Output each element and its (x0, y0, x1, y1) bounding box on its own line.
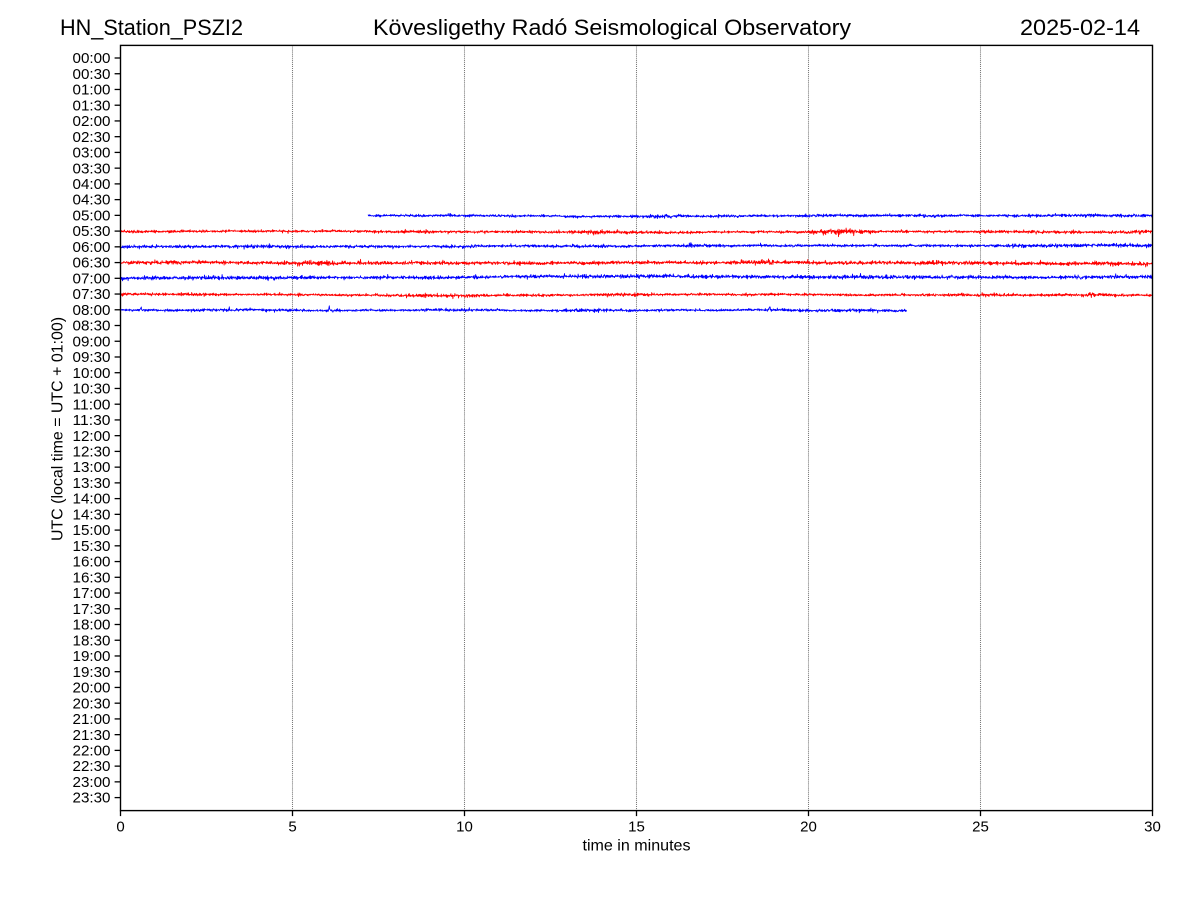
svg-text:5: 5 (288, 818, 296, 835)
svg-text:08:00: 08:00 (73, 302, 111, 319)
svg-text:22:00: 22:00 (73, 742, 111, 759)
svg-text:18:00: 18:00 (73, 617, 111, 634)
svg-text:02:30: 02:30 (73, 129, 111, 146)
svg-text:11:30: 11:30 (73, 412, 111, 429)
svg-text:22:30: 22:30 (73, 758, 111, 775)
svg-text:17:00: 17:00 (73, 585, 111, 602)
svg-text:04:30: 04:30 (73, 192, 111, 209)
svg-text:13:30: 13:30 (73, 475, 111, 492)
svg-text:14:30: 14:30 (73, 506, 111, 523)
svg-text:03:00: 03:00 (73, 145, 111, 162)
svg-text:19:00: 19:00 (73, 648, 111, 665)
svg-text:10: 10 (456, 818, 473, 835)
svg-text:20:00: 20:00 (73, 680, 111, 697)
svg-text:16:30: 16:30 (73, 569, 111, 586)
svg-text:18:30: 18:30 (73, 632, 111, 649)
svg-text:05:00: 05:00 (73, 207, 111, 224)
svg-text:07:30: 07:30 (73, 286, 111, 303)
svg-text:01:00: 01:00 (73, 82, 111, 99)
svg-text:09:00: 09:00 (73, 333, 111, 350)
svg-text:06:30: 06:30 (73, 255, 111, 272)
svg-text:0: 0 (116, 818, 124, 835)
svg-text:2025-02-14: 2025-02-14 (1020, 15, 1140, 40)
svg-text:08:30: 08:30 (73, 318, 111, 335)
svg-text:21:30: 21:30 (73, 727, 111, 744)
svg-text:00:30: 00:30 (73, 66, 111, 83)
svg-text:05:30: 05:30 (73, 223, 111, 240)
svg-text:20: 20 (800, 818, 817, 835)
svg-text:time in minutes: time in minutes (583, 838, 691, 855)
svg-text:UTC (local time = UTC + 01:00): UTC (local time = UTC + 01:00) (50, 317, 67, 541)
svg-text:02:00: 02:00 (73, 113, 111, 130)
svg-text:15:00: 15:00 (73, 522, 111, 539)
svg-text:00:00: 00:00 (73, 50, 111, 67)
svg-text:23:00: 23:00 (73, 774, 111, 791)
svg-text:11:00: 11:00 (73, 396, 111, 413)
svg-text:12:00: 12:00 (73, 428, 111, 445)
svg-text:01:30: 01:30 (73, 97, 111, 114)
svg-text:16:00: 16:00 (73, 554, 111, 571)
svg-text:30: 30 (1144, 818, 1161, 835)
svg-text:10:30: 10:30 (73, 381, 111, 398)
svg-text:14:00: 14:00 (73, 491, 111, 508)
svg-text:03:30: 03:30 (73, 160, 111, 177)
svg-text:04:00: 04:00 (73, 176, 111, 193)
svg-text:21:00: 21:00 (73, 711, 111, 728)
svg-text:17:30: 17:30 (73, 601, 111, 618)
svg-text:09:30: 09:30 (73, 349, 111, 366)
svg-text:15: 15 (628, 818, 645, 835)
svg-text:10:00: 10:00 (73, 365, 111, 382)
svg-text:HN_Station_PSZI2: HN_Station_PSZI2 (60, 15, 243, 40)
svg-text:12:30: 12:30 (73, 444, 111, 461)
svg-text:23:30: 23:30 (73, 790, 111, 807)
svg-text:Kövesligethy Radó Seismologica: Kövesligethy Radó Seismological Observat… (373, 15, 851, 40)
svg-text:20:30: 20:30 (73, 695, 111, 712)
svg-text:07:00: 07:00 (73, 270, 111, 287)
svg-text:19:30: 19:30 (73, 664, 111, 681)
svg-text:15:30: 15:30 (73, 538, 111, 555)
svg-text:13:00: 13:00 (73, 459, 111, 476)
svg-text:06:00: 06:00 (73, 239, 111, 256)
svg-text:25: 25 (972, 818, 989, 835)
